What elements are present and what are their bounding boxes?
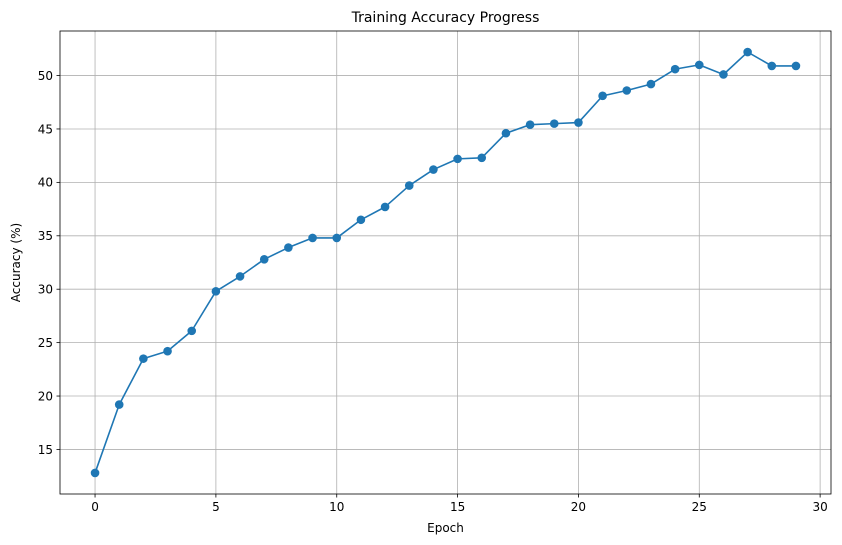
data-point bbox=[549, 119, 559, 128]
x-tick-label: 10 bbox=[329, 500, 344, 514]
data-point bbox=[308, 233, 317, 243]
data-point bbox=[235, 272, 245, 281]
data-point bbox=[429, 165, 438, 174]
data-point bbox=[622, 86, 632, 95]
data-point bbox=[284, 243, 293, 252]
y-tick-label: 45 bbox=[38, 122, 53, 136]
x-axis-title: Epoch bbox=[427, 521, 464, 535]
data-point bbox=[356, 215, 366, 225]
y-tick-label: 35 bbox=[38, 229, 53, 243]
y-tick-label: 25 bbox=[38, 336, 53, 350]
data-point bbox=[332, 233, 342, 243]
x-tick-label: 30 bbox=[812, 500, 827, 514]
data-point bbox=[598, 91, 607, 101]
data-point bbox=[646, 79, 656, 89]
y-tick-label: 50 bbox=[38, 69, 53, 83]
chart-title: Training Accuracy Progress bbox=[351, 10, 540, 26]
x-tick-label: 0 bbox=[91, 500, 99, 514]
plot-frame bbox=[59, 30, 832, 495]
y-tick-label: 30 bbox=[38, 283, 53, 297]
data-point bbox=[791, 61, 801, 71]
x-tick-label: 15 bbox=[450, 500, 465, 514]
data-point bbox=[767, 61, 777, 71]
data-point bbox=[90, 468, 100, 478]
series-line bbox=[94, 51, 796, 474]
y-axis-title: Accuracy (%) bbox=[9, 223, 23, 302]
data-point bbox=[139, 354, 148, 363]
data-point bbox=[259, 254, 269, 264]
y-tick-label: 20 bbox=[38, 389, 53, 403]
data-point bbox=[211, 287, 221, 296]
data-point bbox=[114, 400, 124, 409]
data-point bbox=[404, 181, 414, 190]
data-point bbox=[670, 64, 680, 74]
data-point bbox=[719, 70, 728, 79]
y-tick-label: 15 bbox=[38, 443, 53, 457]
data-point bbox=[525, 120, 535, 129]
data-series bbox=[90, 47, 801, 478]
data-point bbox=[477, 153, 487, 163]
data-point bbox=[380, 202, 390, 212]
grid-lines bbox=[60, 31, 831, 494]
data-point bbox=[743, 47, 752, 57]
x-tick-label: 25 bbox=[692, 500, 707, 514]
data-point bbox=[574, 118, 583, 127]
x-tick-label: 5 bbox=[212, 500, 220, 514]
data-point bbox=[453, 154, 462, 164]
data-point bbox=[501, 128, 511, 138]
data-point bbox=[187, 326, 197, 336]
x-tick-label: 20 bbox=[571, 500, 586, 514]
data-point bbox=[163, 346, 172, 356]
data-point bbox=[694, 60, 704, 70]
y-tick-label: 40 bbox=[38, 176, 53, 190]
axis-ticks: 0 5 10 15 20 25 30 15 20 25 30 35 40 45 50 bbox=[38, 69, 828, 514]
